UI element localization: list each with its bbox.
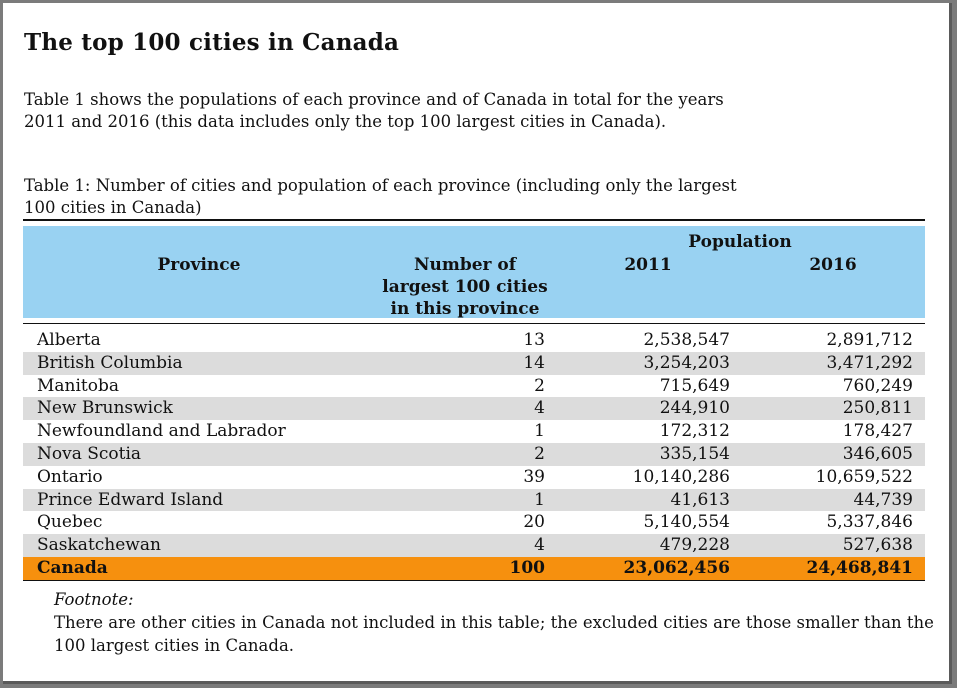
cell-pop-2011: 5,140,554 <box>643 512 730 533</box>
cell-province: Ontario <box>37 466 103 487</box>
table-row: New Brunswick 4 244,910 250,811 <box>23 397 925 421</box>
table-row: Ontario 39 10,140,286 10,659,522 <box>23 466 925 489</box>
cell-total-number: 100 <box>509 557 546 578</box>
table-row: British Columbia 14 3,254,203 3,471,292 <box>23 351 925 375</box>
table-row: Manitoba 2 715,649 760,249 <box>23 375 925 398</box>
cell-pop-2011: 172,312 <box>659 421 730 442</box>
cell-pop-2016: 250,811 <box>842 398 913 419</box>
cell-pop-2016: 2,891,712 <box>826 330 913 350</box>
cell-pop-2011: 715,649 <box>659 375 730 396</box>
header-population: Population <box>688 232 792 252</box>
table-row: Newfoundland and Labrador 1 172,312 178,… <box>23 420 925 443</box>
table-row: Prince Edward Island 1 41,613 44,739 <box>23 488 925 512</box>
cell-number: 2 <box>534 443 545 464</box>
header-number-line-3: in this province <box>390 299 540 319</box>
table-row: Quebec 20 5,140,554 5,337,846 <box>23 511 925 534</box>
intro-paragraph: Table 1 shows the populations of each pr… <box>24 90 724 131</box>
cell-province: New Brunswick <box>37 398 173 419</box>
cell-pop-2011: 2,538,547 <box>643 330 730 350</box>
cell-pop-2016: 5,337,846 <box>826 512 913 533</box>
table-body: Alberta 13 2,538,547 2,891,712 British C… <box>23 329 925 580</box>
cell-province: Alberta <box>37 330 101 350</box>
cell-number: 14 <box>523 352 545 373</box>
cell-total-label: Canada <box>37 557 108 578</box>
cell-number: 20 <box>523 512 545 533</box>
cell-province: British Columbia <box>37 352 183 373</box>
footnote-label: Footnote: <box>54 590 134 609</box>
table-row: Nova Scotia 2 335,154 346,605 <box>23 442 925 466</box>
header-number-line-1: Number of <box>413 255 517 275</box>
cell-pop-2011: 3,254,203 <box>643 352 730 373</box>
header-province: Province <box>157 255 241 275</box>
cell-number: 13 <box>523 330 545 350</box>
cell-total-pop-2011: 23,062,456 <box>623 557 730 578</box>
header-number-of-cities: Number of largest 100 cities in this pro… <box>375 254 555 320</box>
document-page: The top 100 cities in Canada Table 1 sho… <box>3 3 952 684</box>
cell-pop-2016: 527,638 <box>842 535 913 556</box>
cell-pop-2016: 760,249 <box>842 375 913 396</box>
header-year-2011: 2011 <box>624 255 672 275</box>
cell-number: 1 <box>534 489 545 510</box>
cell-pop-2016: 44,739 <box>853 489 913 510</box>
header-year-2016: 2016 <box>809 255 857 275</box>
table-row: Saskatchewan 4 479,228 527,638 <box>23 534 925 557</box>
cell-total-pop-2016: 24,468,841 <box>806 557 913 578</box>
table-header: Province Number of largest 100 cities in… <box>23 226 925 320</box>
table-bottom-rule <box>23 579 925 581</box>
cell-pop-2016: 3,471,292 <box>826 352 913 373</box>
cell-pop-2011: 479,228 <box>659 535 730 556</box>
table-header-rule <box>23 323 925 324</box>
cell-pop-2016: 178,427 <box>842 421 913 442</box>
table-total-row: Canada 100 23,062,456 24,468,841 <box>23 556 925 580</box>
cell-province: Prince Edward Island <box>37 489 224 510</box>
cell-number: 4 <box>534 398 545 419</box>
header-number-line-2: largest 100 cities <box>382 277 548 297</box>
cell-number: 1 <box>534 421 545 442</box>
table-caption: Table 1: Number of cities and population… <box>24 176 737 217</box>
cell-province: Manitoba <box>37 375 120 396</box>
cell-pop-2016: 10,659,522 <box>815 466 913 487</box>
cell-province: Saskatchewan <box>37 535 161 556</box>
cell-province: Nova Scotia <box>37 443 142 464</box>
cell-province: Newfoundland and Labrador <box>37 421 286 442</box>
footnote: Footnote: There are other cities in Cana… <box>54 588 934 657</box>
cell-province: Quebec <box>37 512 103 533</box>
table-row: Alberta 13 2,538,547 2,891,712 <box>23 329 925 352</box>
cell-pop-2011: 244,910 <box>659 398 730 419</box>
population-table: Province Number of largest 100 cities in… <box>23 219 925 581</box>
cell-number: 2 <box>534 375 545 396</box>
cell-pop-2016: 346,605 <box>842 443 913 464</box>
footnote-text: There are other cities in Canada not inc… <box>54 613 934 655</box>
cell-number: 39 <box>523 466 545 487</box>
cell-pop-2011: 10,140,286 <box>632 466 730 487</box>
cell-pop-2011: 41,613 <box>670 489 730 510</box>
table-top-rule <box>23 219 925 221</box>
cell-pop-2011: 335,154 <box>659 443 730 464</box>
cell-number: 4 <box>534 535 545 556</box>
page-title: The top 100 cities in Canada <box>24 29 400 56</box>
